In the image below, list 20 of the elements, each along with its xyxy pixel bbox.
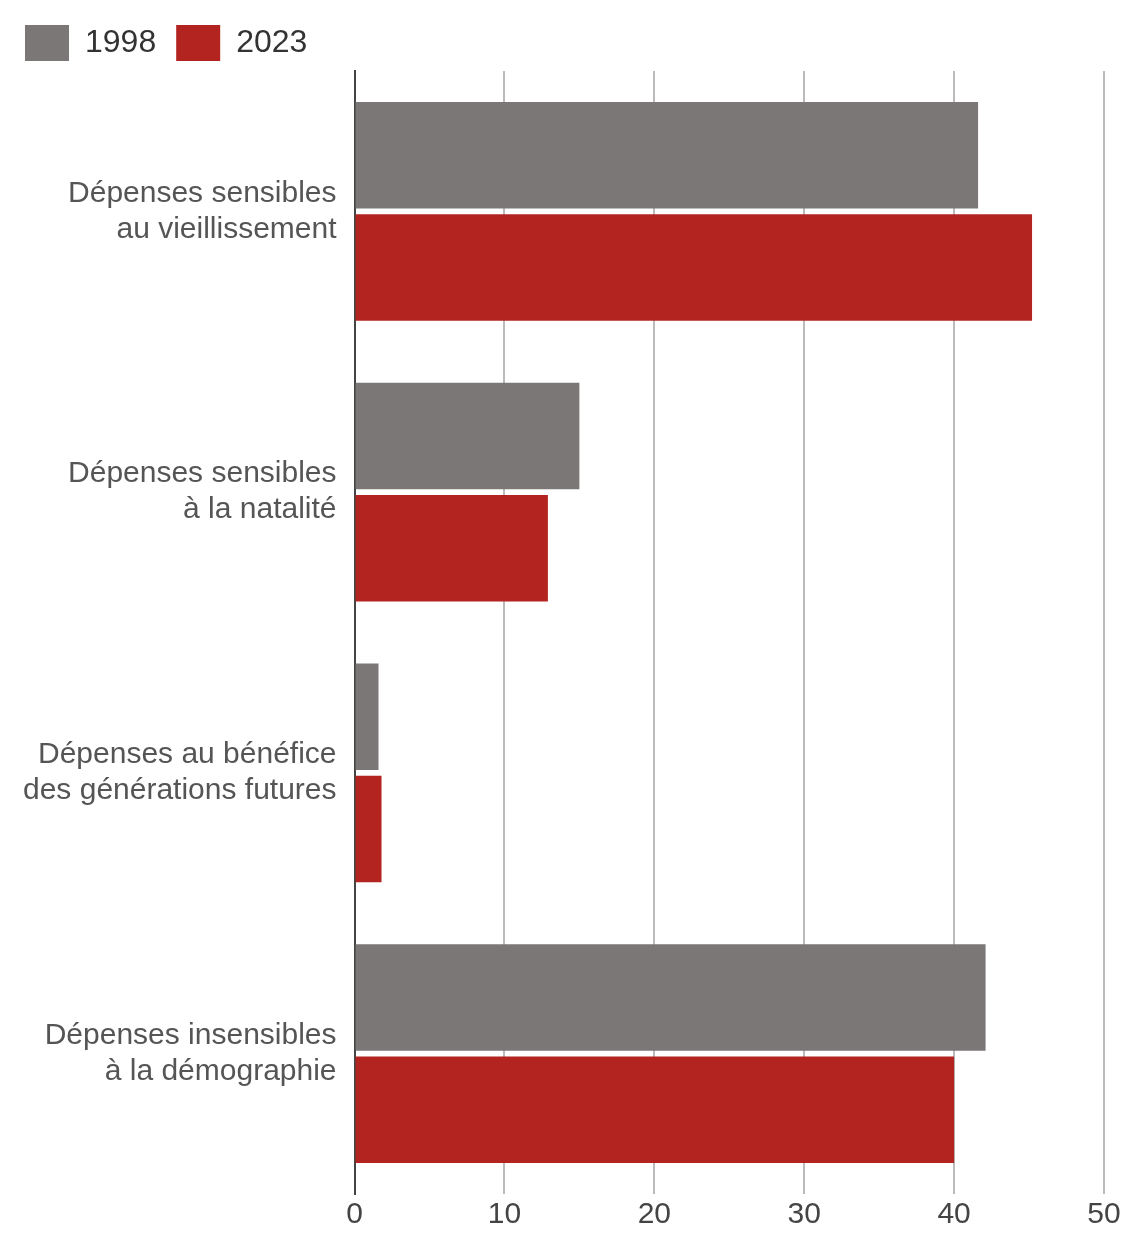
x-tick-label: 30 [787,1196,821,1230]
x-tick-label: 20 [637,1196,672,1230]
x-tick-label: 50 [1087,1196,1121,1230]
y-tick-label: Dépenses sensibles à la natalité [68,455,337,525]
y-tick-label: Dépenses insensibles à la démographie [44,1016,337,1086]
bar [355,663,379,771]
bar [355,1056,955,1164]
legend-label: 1998 [85,22,157,59]
bar [355,214,1033,321]
x-tick-label: 0 [346,1196,363,1230]
bar [355,944,986,1051]
bar [355,775,382,883]
bar [355,494,548,602]
x-tick-label: 10 [487,1196,522,1230]
bar [355,101,979,209]
y-tick-label: Dépenses au bénéfice des générations futures [22,736,337,806]
bar [355,382,580,490]
legend-label: 2023 [236,22,308,59]
x-tick-label: 40 [937,1196,971,1230]
y-tick-label: Dépenses sensibles au vieillissement [68,174,338,244]
